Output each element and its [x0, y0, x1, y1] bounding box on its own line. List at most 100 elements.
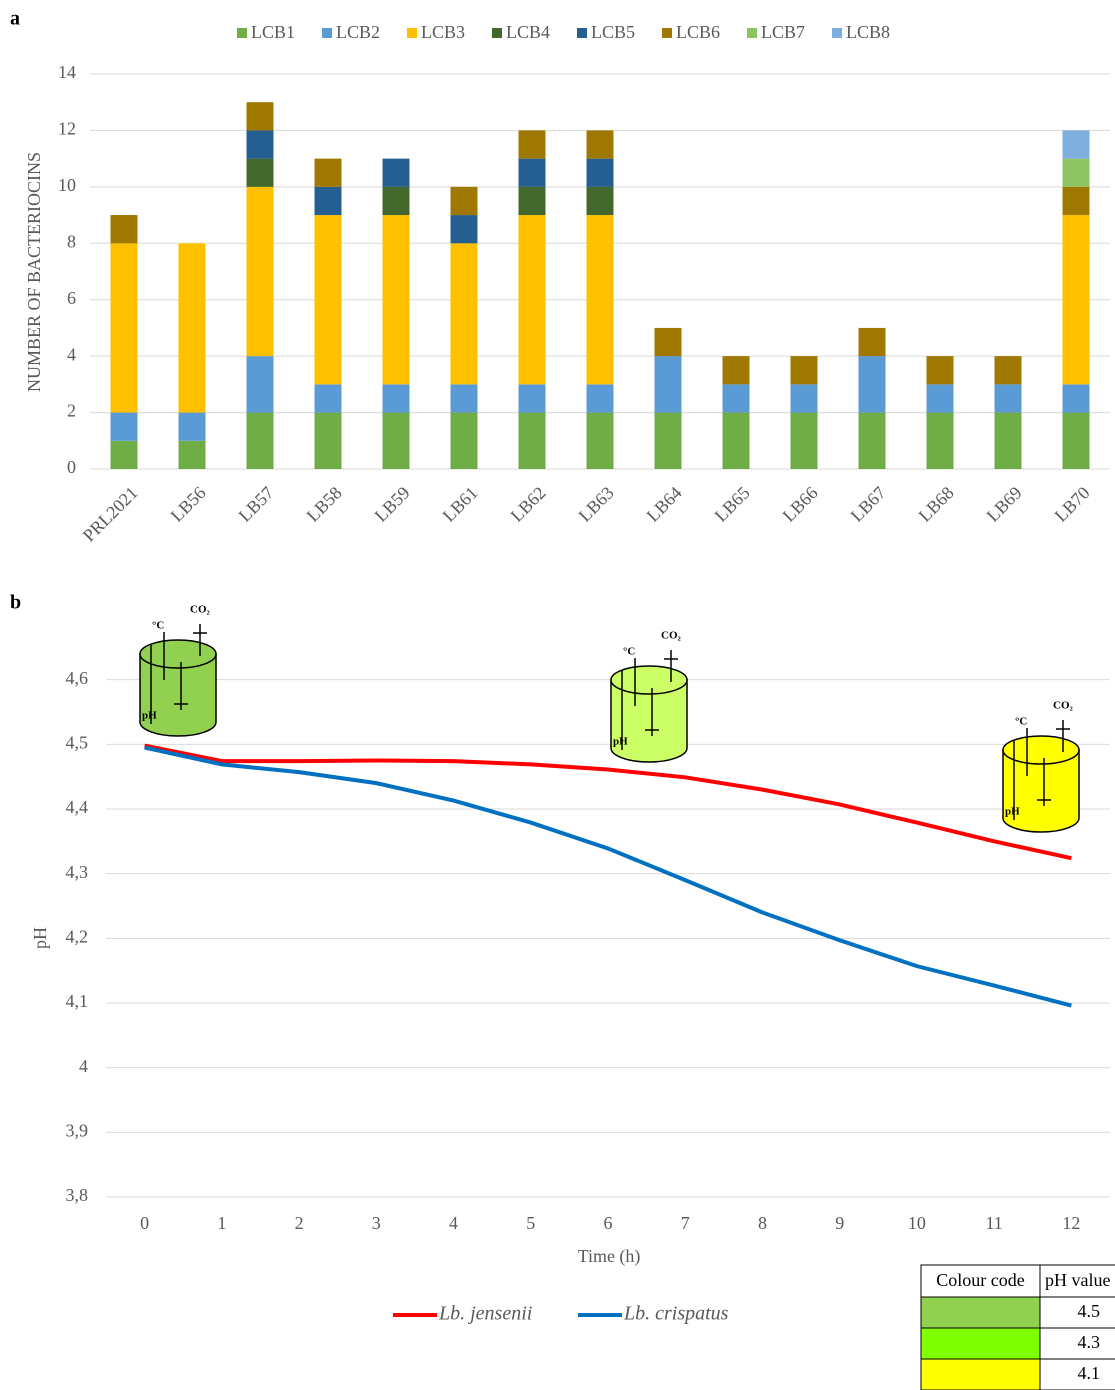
bar-segment — [994, 356, 1022, 385]
x-tick-label: LB65 — [711, 483, 754, 526]
icon-label: CO₂ — [1053, 700, 1074, 712]
bioreactor-icon: °C CO₂ pH — [139, 604, 217, 737]
bar-segment — [654, 412, 682, 469]
bioreactor-icon: °C CO₂ pH — [1002, 700, 1080, 833]
icon-label: pH — [613, 736, 628, 748]
bar-segment — [790, 384, 818, 413]
panel-label: a — [10, 8, 20, 30]
cylinder-body — [1002, 749, 1080, 833]
bar-segment — [518, 215, 546, 385]
legend-label: LCB3 — [421, 22, 465, 42]
bar-segment — [518, 412, 546, 469]
y-tick-label: 12 — [58, 119, 76, 139]
bar-segment — [450, 243, 478, 385]
legend-swatch — [832, 28, 842, 38]
y-tick-label: 4,4 — [66, 797, 89, 817]
table-value: 4.3 — [1078, 1332, 1101, 1352]
bar-segment — [926, 356, 954, 385]
y-tick-label: 10 — [58, 175, 76, 195]
x-tick-label: 6 — [604, 1213, 613, 1233]
table-value: 4.5 — [1078, 1301, 1101, 1321]
data-line — [144, 745, 1072, 1008]
bar-segment — [926, 384, 954, 413]
bar-segment — [518, 384, 546, 413]
y-tick-label: 14 — [58, 62, 76, 82]
legend-label: LCB6 — [676, 22, 720, 42]
bar-segment — [586, 158, 614, 187]
bar-segment — [246, 130, 274, 159]
bar-segment — [382, 384, 410, 413]
y-axis-label: pH — [30, 927, 50, 949]
bar-segment — [314, 158, 342, 187]
icon-label: pH — [1005, 806, 1020, 818]
bar-segment — [178, 412, 206, 441]
x-tick-label: LB66 — [779, 483, 822, 526]
y-tick-label: 3,8 — [66, 1185, 89, 1205]
bar-segment — [110, 243, 138, 413]
legend-label: LCB2 — [336, 22, 380, 42]
x-tick-label: LB59 — [371, 483, 414, 526]
x-tick-label: LB63 — [575, 483, 618, 526]
cylinder-body — [139, 653, 217, 737]
x-tick-label: LB69 — [983, 483, 1026, 526]
table-cell — [1039, 1264, 1115, 1298]
legend-label: LCB5 — [591, 22, 635, 42]
y-tick-label: 4,5 — [66, 732, 89, 752]
legend-swatch — [322, 28, 332, 38]
y-tick-label: 6 — [67, 288, 76, 308]
icon-label: CO₂ — [661, 630, 682, 642]
x-tick-label: 2 — [295, 1213, 304, 1233]
icon-label: °C — [1015, 716, 1027, 728]
x-tick-label: LB58 — [303, 483, 346, 526]
x-tick-label: 5 — [526, 1213, 535, 1233]
bar-segment — [314, 215, 342, 385]
bar-segment — [994, 412, 1022, 469]
legend-label: LCB7 — [761, 22, 805, 42]
bar-segment — [518, 186, 546, 216]
bar-segment — [518, 130, 546, 159]
legend-label: LCB4 — [506, 22, 550, 42]
x-tick-label: LB64 — [643, 483, 686, 526]
legend-label: Lb. jensenii — [438, 1303, 532, 1325]
table-cell — [1039, 1296, 1115, 1329]
table-value: 4.1 — [1078, 1363, 1101, 1383]
bar-segment — [246, 158, 274, 187]
bar-segment — [586, 384, 614, 413]
bar-segment — [1062, 158, 1090, 187]
bar-segment — [382, 412, 410, 469]
cylinder-body — [610, 679, 688, 763]
bar-segment — [450, 186, 478, 216]
bar-segment — [518, 158, 546, 187]
bar-segment — [314, 412, 342, 469]
bar-segment — [654, 327, 682, 357]
y-tick-label: 8 — [67, 231, 76, 251]
bar-segment — [586, 412, 614, 469]
x-tick-label: 3 — [372, 1213, 381, 1233]
bar-segment — [858, 412, 886, 469]
bar-segment — [450, 384, 478, 413]
bar-segment — [246, 102, 274, 131]
bar-segment — [246, 186, 274, 357]
y-tick-label: 0 — [67, 457, 76, 477]
x-tick-label: 9 — [835, 1213, 844, 1233]
icon-label: pH — [142, 710, 157, 722]
legend-label: LCB1 — [251, 22, 295, 42]
x-tick-label: 1 — [217, 1213, 226, 1233]
cylinder-top — [1002, 735, 1080, 765]
bar-segment — [314, 384, 342, 413]
bar-segment — [178, 440, 206, 469]
table-header: pH value — [1045, 1270, 1110, 1290]
legend-label: LCB8 — [846, 22, 890, 42]
x-tick-label: 10 — [908, 1213, 926, 1233]
bar-segment — [1062, 412, 1090, 469]
legend-swatch — [747, 28, 757, 38]
bar-segment — [1062, 186, 1090, 216]
bar-segment — [586, 215, 614, 385]
bar-segment — [1062, 130, 1090, 159]
icon-label: CO₂ — [190, 604, 211, 616]
bar-segment — [586, 130, 614, 159]
x-tick-label: LB57 — [235, 483, 278, 526]
y-tick-label: 2 — [67, 401, 76, 421]
bar-segment — [722, 384, 750, 413]
